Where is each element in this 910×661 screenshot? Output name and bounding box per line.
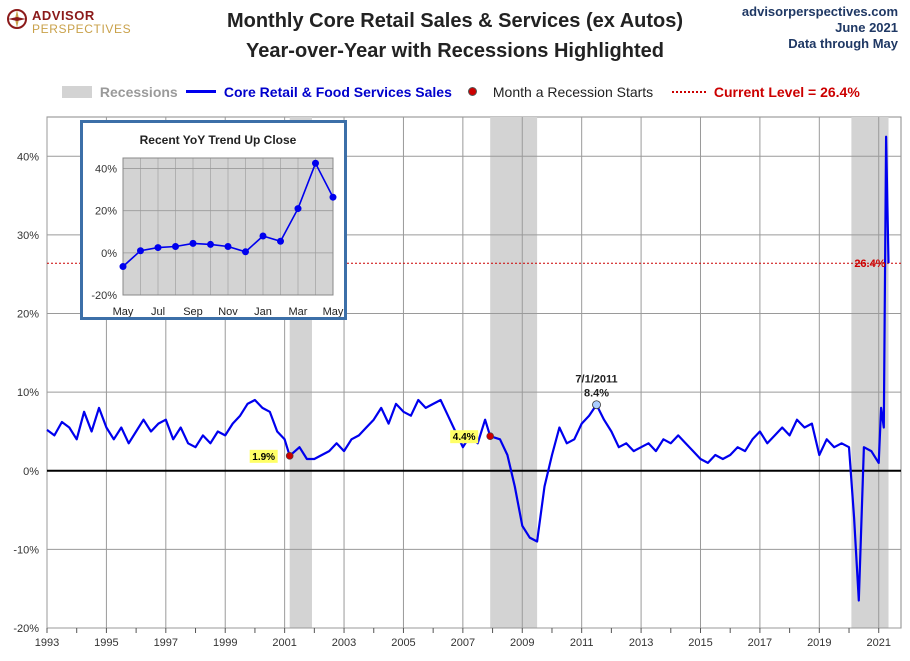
legend-recession-label: Recessions [99,84,178,100]
inset-data-point [154,244,162,252]
inset-data-point [137,247,144,255]
peak-marker [592,400,601,410]
inset-title: Recent YoY Trend Up Close [140,133,297,147]
recession-band [490,117,538,628]
inset-x-tick-label: Jul [151,306,165,317]
legend-series: Core Retail & Food Services Sales [186,84,452,100]
x-tick-label: 1995 [94,637,118,649]
recession-start-label-bg [450,430,479,444]
inset-plot-frame [122,157,334,296]
inset-data-point [329,193,337,201]
peak-annotation-date: 7/1/2011 [575,374,617,386]
inset-data-point [119,263,127,271]
legend-current-label: Current Level = 26.4% [713,84,860,100]
x-tick-label: 1999 [213,637,237,649]
legend-current-swatch [672,91,706,93]
x-tick-label: 2015 [688,637,712,649]
x-tick-label: 2009 [510,637,534,649]
x-tick-label: 1997 [154,637,178,649]
chart-legend: Recessions Core Retail & Food Services S… [0,84,910,102]
inset-data-point [242,248,249,256]
x-tick-label: 2001 [272,637,296,649]
x-tick-label: 2003 [332,637,356,649]
legend-recession-start-dot [468,87,477,96]
x-tick-label: 2011 [570,637,594,649]
legend-current-level: Current Level = 26.4% [672,84,860,100]
x-tick-label: 2019 [807,637,831,649]
legend-recessions: Recessions [62,84,178,100]
inset-panel: Recent YoY Trend Up Close -20% 0% 20% 40% May… [80,120,347,320]
inset-x-tick-label: May [113,306,134,317]
inset-data-point [189,239,197,247]
inset-y-tick-label: 0% [101,248,117,260]
logo-text-perspectives: PERSPECTIVES [32,22,132,36]
y-tick-label: 0% [23,466,39,478]
inset-y-tick-label: -20% [91,290,117,302]
y-tick-label: -20% [13,623,39,635]
x-tick-label: 2013 [629,637,653,649]
chart-subtitle: Year-over-Year with Recessions Highlight… [246,40,664,62]
inset-chart: Recent YoY Trend Up Close -20% 0% 20% 40% May… [91,133,344,318]
x-tick-label: 1993 [35,637,59,649]
recession-band [851,117,889,628]
legend-series-label: Core Retail & Food Services Sales [223,84,452,100]
legend-series-swatch [186,90,216,93]
legend-recession-start-label: Month a Recession Starts [492,84,654,100]
recession-start-label-bg [249,449,278,463]
series-line [46,135,890,602]
source-block: advisorperspectives.com June 2021 Data t… [742,4,898,52]
inset-x-tick-label: Jan [254,306,272,317]
inset-y-tick-label: 40% [95,164,117,176]
inset-data-point [312,159,319,167]
peak-annotation-value: 8.4% [584,388,609,400]
y-tick-label: 20% [17,309,39,321]
source-site: advisorperspectives.com [741,4,898,19]
current-level-label: 26.4% [854,258,885,270]
x-tick-label: 2017 [748,637,772,649]
inset-data-point [294,205,302,213]
recession-start-marker [285,452,294,460]
y-tick-label: -10% [13,544,39,556]
inset-data-point [172,243,179,251]
chart-title: Monthly Core Retail Sales & Services (ex… [226,10,684,32]
recession-start-label: 4.4% [453,432,476,443]
source-date: June 2021 [835,20,898,35]
legend-recession-start: Month a Recession Starts [468,84,653,100]
legend-recession-swatch [62,86,92,98]
compass-icon [7,9,27,29]
logo-text-advisor: ADVISOR [32,8,95,23]
y-tick-label: 10% [17,387,39,399]
inset-y-tick-label: 20% [95,206,117,218]
x-tick-label: 2005 [391,637,415,649]
inset-data-point [277,237,284,245]
inset-data-point [224,243,232,251]
x-tick-label: 2007 [451,637,475,649]
inset-x-tick-label: Sep [183,306,203,317]
inset-x-tick-label: May [323,306,344,317]
recession-start-label: 1.9% [252,452,275,463]
recession-start-marker [486,432,494,440]
inset-data-point [259,232,267,240]
y-tick-label: 40% [17,151,39,163]
inset-x-tick-label: Mar [289,306,308,317]
y-tick-label: 30% [17,230,39,242]
source-note: Data through May [788,36,898,51]
inset-data-point [207,240,214,248]
advisor-perspectives-logo: ADVISOR PERSPECTIVES [6,6,136,36]
inset-x-tick-label: Nov [218,306,238,317]
x-tick-label: 2021 [866,637,890,649]
